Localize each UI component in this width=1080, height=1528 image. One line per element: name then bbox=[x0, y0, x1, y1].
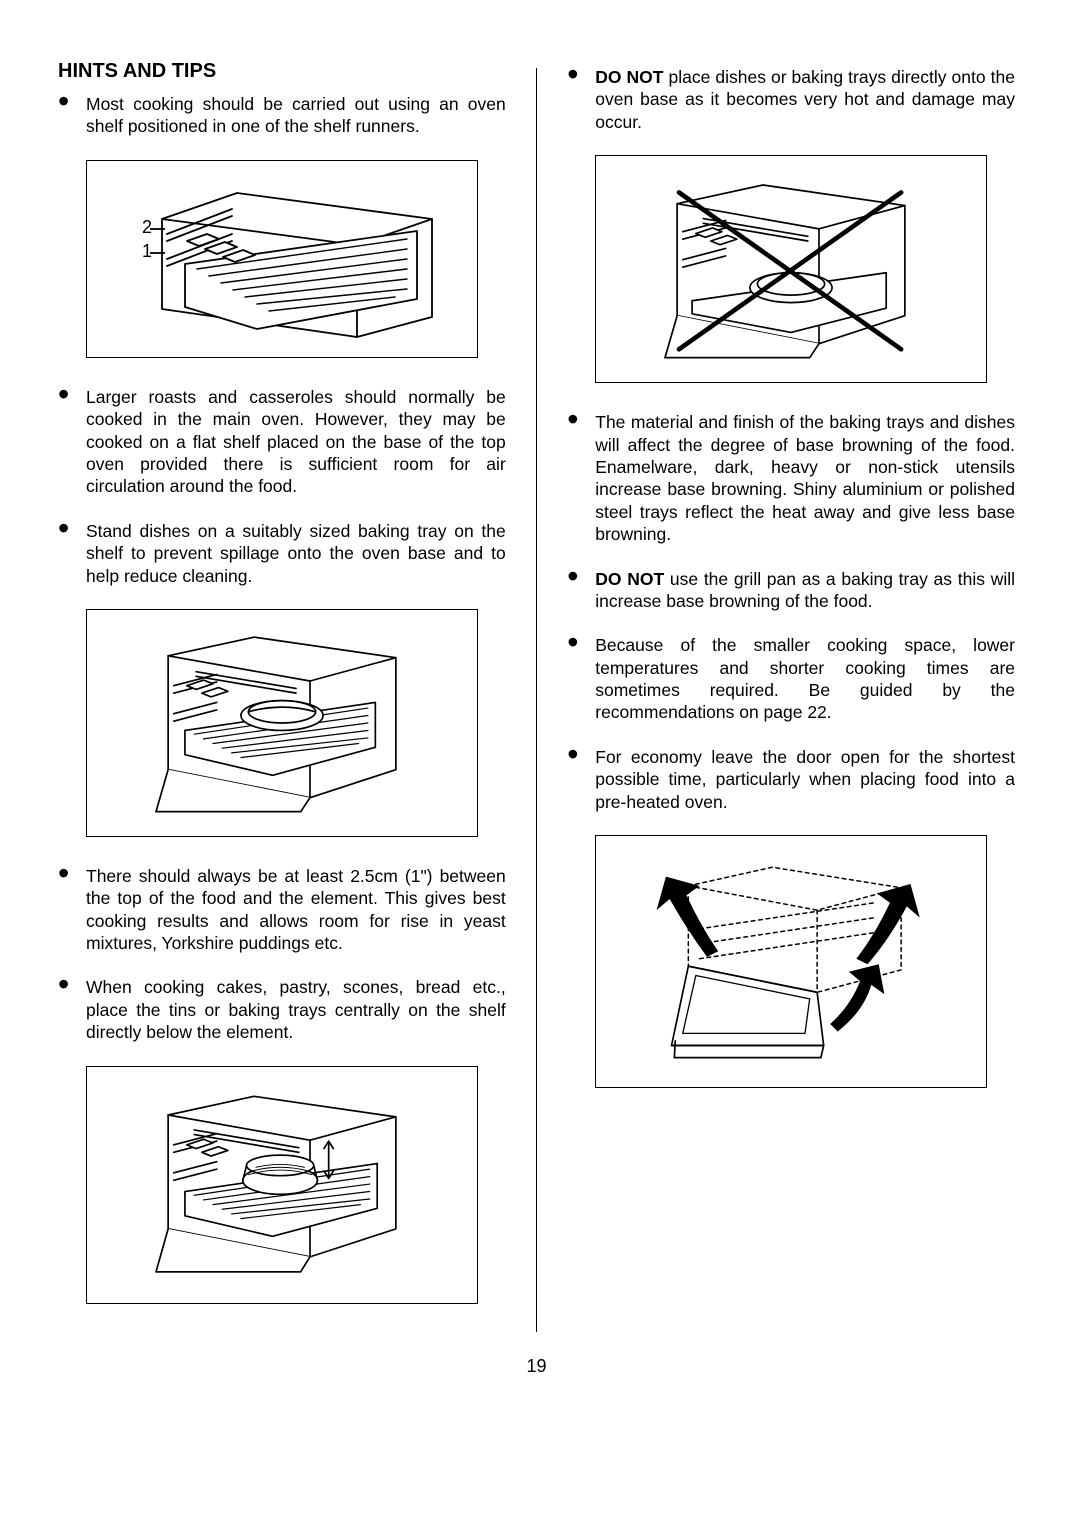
do-not-strong: DO NOT bbox=[595, 569, 664, 589]
bullet-item: DO NOT use the grill pan as a baking tra… bbox=[567, 568, 1015, 613]
page-number: 19 bbox=[58, 1356, 1015, 1377]
left-column: HINTS AND TIPS Most cooking should be ca… bbox=[58, 60, 506, 1332]
right-bullets-2: The material and finish of the baking tr… bbox=[567, 411, 1015, 813]
figure-shelf-runners: 2 1 bbox=[86, 160, 478, 358]
hints-heading: HINTS AND TIPS bbox=[58, 60, 506, 83]
shelf-label-1: 1 bbox=[142, 241, 152, 261]
two-column-layout: HINTS AND TIPS Most cooking should be ca… bbox=[58, 60, 1015, 1332]
oven-crossed-diagram bbox=[651, 174, 931, 364]
bullet-item: When cooking cakes, pastry, scones, brea… bbox=[58, 976, 506, 1043]
right-bullets-1: DO NOT place dishes or baking trays dire… bbox=[567, 66, 1015, 133]
oven-door-arrows-diagram bbox=[651, 854, 931, 1069]
bullet-item: Stand dishes on a suitably sized baking … bbox=[58, 520, 506, 587]
shelf-label-2: 2 bbox=[142, 217, 152, 237]
left-bullets-1: Most cooking should be carried out using… bbox=[58, 93, 506, 138]
oven-cake-diagram bbox=[142, 1085, 422, 1285]
bullet-item: The material and finish of the baking tr… bbox=[567, 411, 1015, 545]
figure-cake-centred bbox=[86, 1066, 478, 1304]
figure-dish-on-tray bbox=[86, 609, 478, 837]
bullet-item: There should always be at least 2.5cm (1… bbox=[58, 865, 506, 955]
figure-door-economy bbox=[595, 835, 987, 1088]
figure-do-not-base bbox=[595, 155, 987, 383]
bullet-item: Most cooking should be carried out using… bbox=[58, 93, 506, 138]
bullet-item: Because of the smaller cooking space, lo… bbox=[567, 634, 1015, 724]
shelf-runners-diagram: 2 1 bbox=[117, 179, 447, 339]
bullet-item: DO NOT place dishes or baking trays dire… bbox=[567, 66, 1015, 133]
bullet-item: For economy leave the door open for the … bbox=[567, 746, 1015, 813]
bullet-item: Larger roasts and casseroles should norm… bbox=[58, 386, 506, 498]
left-bullets-2: Larger roasts and casseroles should norm… bbox=[58, 386, 506, 587]
do-not-strong: DO NOT bbox=[595, 67, 663, 87]
right-column: DO NOT place dishes or baking trays dire… bbox=[567, 60, 1015, 1332]
column-divider bbox=[536, 68, 538, 1332]
left-bullets-3: There should always be at least 2.5cm (1… bbox=[58, 865, 506, 1044]
page: HINTS AND TIPS Most cooking should be ca… bbox=[0, 0, 1080, 1417]
oven-dish-tray-diagram bbox=[142, 628, 422, 818]
